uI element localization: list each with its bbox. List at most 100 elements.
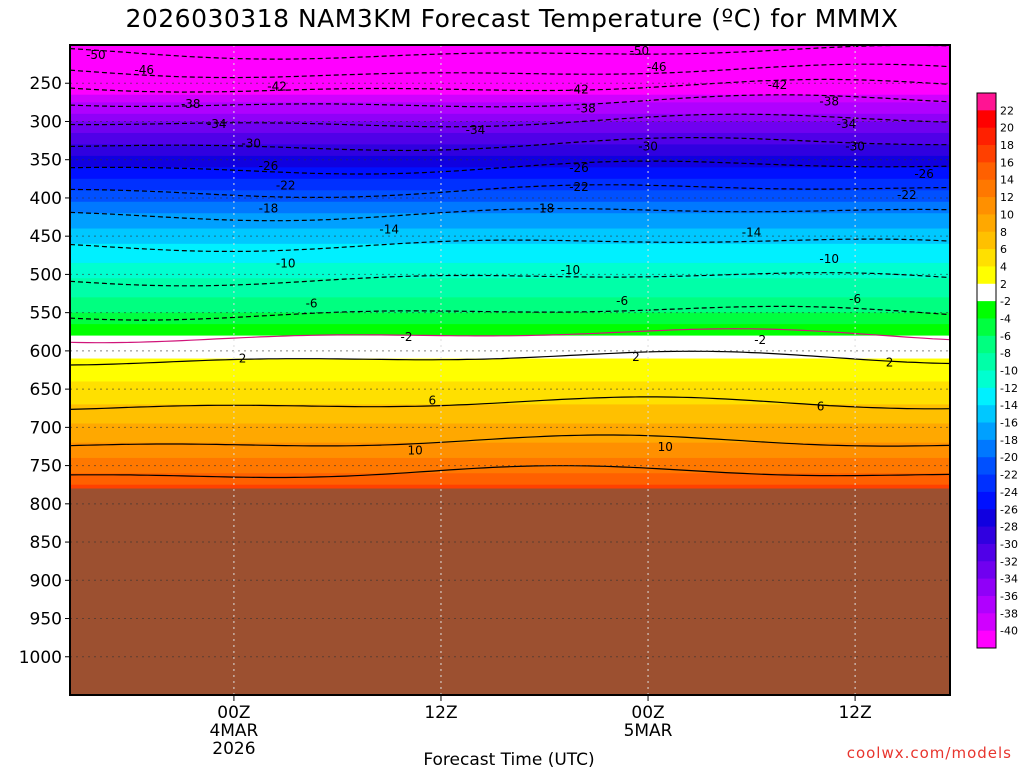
contour-label: -34	[207, 117, 227, 131]
contour-label: -22	[276, 179, 296, 193]
isotherm-line	[69, 63, 951, 79]
temperature-band	[70, 335, 950, 341]
contour-label: 2	[239, 352, 247, 366]
colorbar-swatch	[977, 405, 996, 424]
y-tick-label: 750	[30, 457, 62, 477]
contour-label: -30	[845, 140, 865, 154]
isotherm-line	[69, 44, 951, 60]
ground-region	[70, 488, 950, 695]
temperature-band	[70, 213, 950, 218]
colorbar-swatch	[977, 509, 996, 528]
contour-label: -18	[259, 202, 279, 216]
temperature-band	[70, 217, 950, 222]
temperature-band	[70, 412, 950, 417]
temperature-band	[70, 427, 950, 432]
contour-label: -10	[276, 257, 296, 271]
colorbar-swatch	[977, 543, 996, 562]
contour-label: -46	[134, 63, 154, 77]
colorbar-label: 16	[1000, 156, 1014, 169]
temperature-band	[70, 289, 950, 295]
contour-label: -6	[306, 296, 318, 310]
isotherm-line	[69, 328, 951, 344]
isotherm-line	[69, 434, 951, 447]
x-axis-label: Forecast Time (UTC)	[423, 750, 594, 768]
temperature-band	[70, 377, 950, 383]
temperature-band	[70, 148, 950, 153]
colorbar-label: -32	[1000, 555, 1018, 568]
credit-link[interactable]: coolwx.com/models	[846, 744, 1012, 762]
temperature-band	[70, 243, 950, 249]
temperature-band	[70, 450, 950, 455]
temperature-band	[70, 106, 950, 111]
colorbar-label: -12	[1000, 382, 1018, 395]
temperature-band	[70, 312, 950, 318]
temperature-band	[70, 152, 950, 157]
colorbar-swatch	[977, 249, 996, 267]
colorbar-swatch	[977, 595, 996, 614]
temperature-band	[70, 71, 950, 77]
temperature-band	[70, 56, 950, 61]
colorbar-label: 14	[1000, 174, 1014, 187]
temperature-band	[70, 293, 950, 298]
temperature-band	[70, 79, 950, 84]
colorbar-label: 2	[1000, 278, 1007, 291]
colorbar-label: -4	[1000, 312, 1011, 325]
temperature-band	[70, 282, 950, 287]
colorbar-label: -8	[1000, 347, 1011, 360]
x-tick-label: 00Z	[631, 703, 664, 723]
contour-label: -10	[561, 263, 581, 277]
temperature-band	[70, 155, 950, 161]
contour-label: -46	[647, 60, 667, 74]
temperature-band	[70, 113, 950, 119]
temperature-band	[70, 362, 950, 367]
colorbar-label: 12	[1000, 191, 1014, 204]
temperature-band	[70, 186, 950, 191]
colorbar-swatch	[977, 439, 996, 458]
colorbar-swatch	[977, 370, 996, 389]
temperature-band	[70, 480, 950, 486]
temperature-band	[70, 224, 950, 230]
colorbar-swatch	[977, 127, 996, 146]
colorbar-swatch	[977, 561, 996, 580]
temperature-band	[70, 209, 950, 214]
temperature-band	[70, 83, 950, 88]
temperature-band	[70, 358, 950, 363]
colorbar-swatch	[977, 283, 996, 302]
y-tick-label: 450	[30, 227, 62, 247]
colorbar-label: 6	[1000, 243, 1007, 256]
temperature-band	[70, 431, 950, 436]
temperature-band	[70, 419, 950, 425]
x-tick-label: 00Z	[217, 703, 250, 723]
y-tick-label: 850	[30, 533, 62, 553]
contour-label: -38	[819, 95, 839, 109]
isotherm-line	[69, 465, 951, 479]
colorbar-swatch	[977, 231, 996, 250]
contour-label: -34	[837, 117, 857, 131]
temperature-band	[70, 339, 950, 344]
colorbar-label: -28	[1000, 521, 1018, 534]
colorbar-swatch	[977, 491, 996, 510]
x-tick-year: 2026	[212, 739, 255, 759]
y-tick-label: 800	[30, 495, 62, 515]
contour-label: -26	[914, 167, 934, 181]
y-tick-label: 350	[30, 151, 62, 171]
temperature-band	[70, 278, 950, 283]
temperature-band	[70, 366, 950, 371]
colorbar-swatch	[977, 214, 996, 233]
colorbar-swatch	[977, 630, 996, 649]
colorbar-swatch	[977, 145, 996, 163]
colorbar-swatch	[977, 353, 996, 371]
temperature-band	[70, 465, 950, 471]
temperature-band	[70, 262, 950, 268]
temperature-band	[70, 159, 950, 165]
colorbar-swatch	[977, 301, 996, 319]
temperature-band	[70, 396, 950, 402]
temperature-band	[70, 163, 950, 168]
colorbar-label: -40	[1000, 625, 1018, 638]
temperature-band	[70, 477, 950, 482]
temperature-band	[70, 255, 950, 260]
colorbar-swatch	[977, 318, 996, 337]
temperature-band	[70, 178, 950, 184]
temperature-band	[70, 324, 950, 329]
temperature-band	[70, 182, 950, 188]
